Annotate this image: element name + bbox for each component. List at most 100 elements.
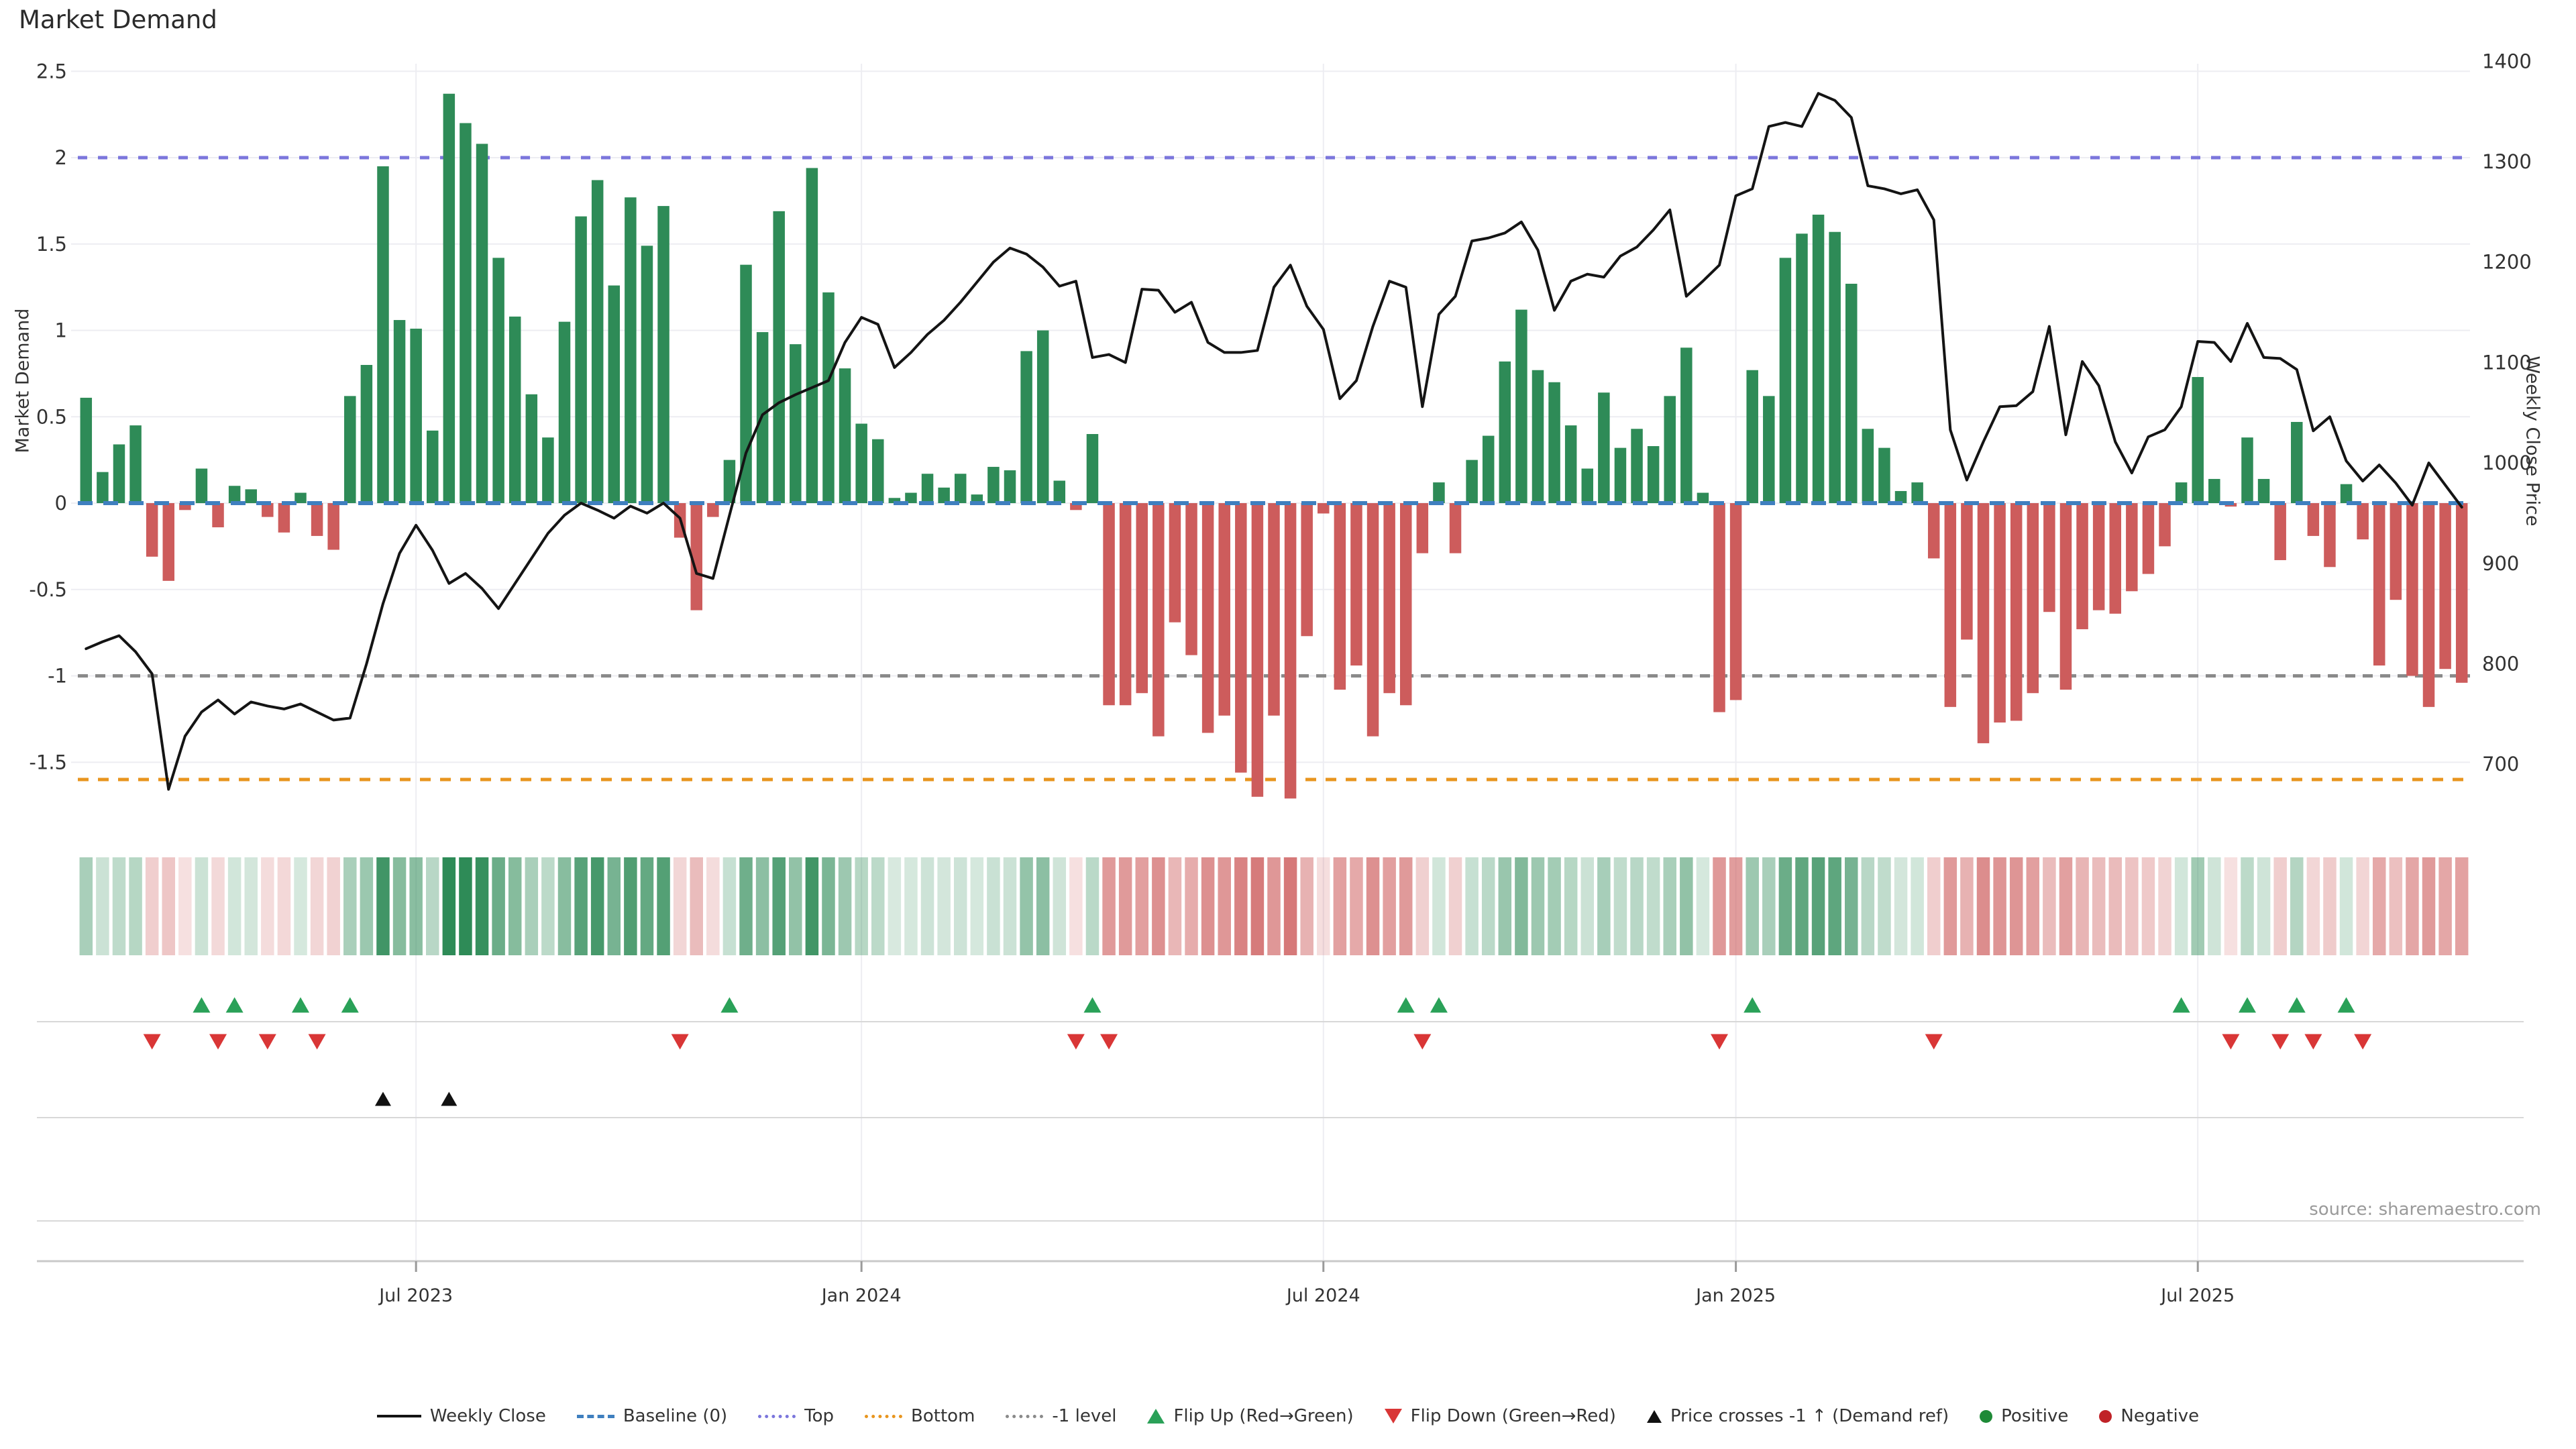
- heatmap-cell: [227, 857, 241, 955]
- heatmap-cell: [871, 857, 885, 955]
- heatmap-cell: [1746, 857, 1759, 955]
- heatmap-cell: [2339, 857, 2353, 955]
- heatmap-cell: [261, 857, 274, 955]
- flip-down-marker: [209, 1034, 227, 1050]
- demand-bar: [1482, 435, 1495, 503]
- demand-bar: [2357, 503, 2369, 540]
- demand-bar: [460, 123, 472, 503]
- flip-up-marker: [193, 997, 211, 1013]
- heatmap-cell: [442, 857, 456, 955]
- heatmap-cell: [1168, 857, 1182, 955]
- demand-bar: [2324, 503, 2336, 568]
- demand-bar: [773, 211, 785, 503]
- legend-label: Price crosses -1 ↑ (Demand ref): [1670, 1406, 1949, 1426]
- heatmap-cell: [987, 857, 1000, 955]
- legend-item: Baseline (0): [576, 1406, 728, 1426]
- heatmap-cell: [690, 857, 703, 955]
- demand-bar: [492, 258, 504, 503]
- flip-up-marker: [2172, 997, 2190, 1013]
- heatmap-cell: [360, 857, 374, 955]
- flip-up-marker: [225, 997, 244, 1013]
- heatmap-cell: [1878, 857, 1891, 955]
- heatmap-cell: [673, 857, 687, 955]
- demand-bar: [1433, 482, 1445, 503]
- heatmap-cell: [590, 857, 604, 955]
- demand-bar: [80, 397, 93, 503]
- demand-bar: [2390, 503, 2402, 600]
- heatmap-cell: [1531, 857, 1545, 955]
- heatmap-cell: [1515, 857, 1528, 955]
- heatmap-cell: [2257, 857, 2271, 955]
- heatmap-cell: [574, 857, 588, 955]
- heatmap-cell: [1300, 857, 1313, 955]
- heatmap-cell: [1185, 857, 1198, 955]
- legend-tri-up-green-icon: [1147, 1409, 1165, 1424]
- demand-bar: [377, 166, 389, 503]
- right-tick-label: 700: [2482, 753, 2519, 775]
- heatmap-cell: [1250, 857, 1265, 955]
- heatmap-cell: [2323, 857, 2337, 955]
- heatmap-cell: [706, 857, 720, 955]
- heatmap-cell: [1465, 857, 1479, 955]
- heatmap-cell: [392, 857, 407, 955]
- demand-bar: [591, 180, 604, 503]
- left-tick-label: -1.5: [29, 751, 67, 773]
- x-tick-label: Jan 2024: [820, 1285, 902, 1306]
- demand-bar: [558, 321, 571, 503]
- demand-bar: [1004, 470, 1016, 503]
- demand-bar: [195, 468, 208, 503]
- legend-dot-orange-icon: [865, 1414, 903, 1418]
- heatmap-cell: [805, 857, 819, 955]
- right-tick-label: 800: [2482, 653, 2519, 676]
- heatmap-cell: [475, 857, 489, 955]
- demand-bar: [2010, 503, 2023, 721]
- heatmap-cell: [1152, 857, 1165, 955]
- demand-bar: [921, 474, 934, 503]
- legend-item: -1 level: [1006, 1406, 1116, 1426]
- demand-bar: [1020, 351, 1032, 503]
- demand-bar: [1927, 503, 1940, 559]
- demand-bar: [2455, 503, 2468, 683]
- heatmap-cell: [2455, 857, 2469, 955]
- demand-bar: [443, 93, 455, 504]
- legend-label: Top: [804, 1406, 835, 1426]
- x-tick-label: Jan 2025: [1695, 1285, 1776, 1306]
- heatmap-cell: [1580, 857, 1595, 955]
- right-tick-label: 1100: [2482, 351, 2532, 374]
- demand-bar: [790, 344, 802, 503]
- demand-bar: [1977, 503, 1990, 743]
- demand-bar: [1647, 446, 1660, 503]
- demand-bar: [146, 503, 158, 557]
- heatmap-cell: [459, 857, 472, 955]
- heatmap-cell: [1646, 857, 1660, 955]
- flip-down-marker: [1711, 1034, 1729, 1050]
- heatmap-cell: [2092, 857, 2106, 955]
- demand-bar: [1383, 503, 1395, 694]
- heatmap-cell: [1118, 857, 1132, 955]
- heatmap-cell: [129, 857, 142, 955]
- demand-bar: [410, 328, 422, 503]
- demand-bar: [575, 216, 587, 503]
- demand-bar: [2257, 478, 2270, 503]
- heatmap-cell: [657, 857, 670, 955]
- legend-item: Bottom: [865, 1406, 975, 1426]
- weekly-close-line: [85, 92, 2463, 791]
- legend-label: Baseline (0): [623, 1406, 728, 1426]
- legend-line-icon: [376, 1415, 421, 1417]
- heatmap-cell: [1036, 857, 1050, 955]
- heatmap-cell: [937, 857, 951, 955]
- flip-down-marker: [671, 1034, 689, 1050]
- heatmap-cell: [1943, 857, 1957, 955]
- heatmap-cell: [1630, 857, 1644, 955]
- demand-bar: [1746, 370, 1758, 503]
- heatmap-cell: [1383, 857, 1396, 955]
- legend-item: Weekly Close: [376, 1406, 546, 1426]
- heatmap-cell: [1333, 857, 1347, 955]
- demand-bar: [542, 437, 554, 503]
- flip-down-marker: [143, 1034, 161, 1050]
- demand-bar: [1796, 233, 1808, 503]
- demand-bar: [1119, 503, 1132, 706]
- left-tick-label: -0.5: [29, 578, 67, 601]
- demand-bar: [2043, 503, 2055, 612]
